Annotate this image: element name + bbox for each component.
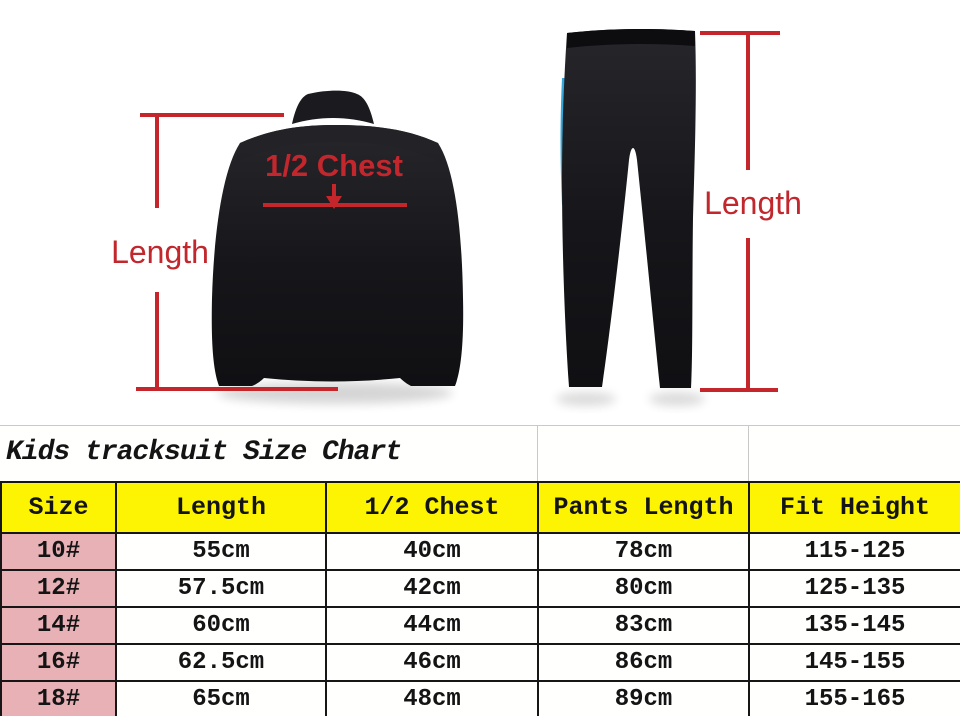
cell-pants-length: 80cm (537, 569, 750, 608)
cell-pants-length: 83cm (537, 606, 750, 645)
garment-graphics (136, 28, 780, 406)
cell-fit-height: 115-125 (748, 532, 960, 571)
cell-length: 62.5cm (115, 643, 327, 682)
cell-length: 65cm (115, 680, 327, 716)
pants-body (562, 28, 696, 388)
header-fit-height: Fit Height (748, 481, 960, 534)
table-row: 12# 57.5cm 42cm 80cm 125-135 (0, 569, 960, 608)
cell-half-chest: 44cm (325, 606, 539, 645)
cell-pants-length: 78cm (537, 532, 750, 571)
pants-measure-lines (700, 31, 780, 392)
cell-length: 57.5cm (115, 569, 327, 608)
header-size: Size (0, 481, 117, 534)
cell-half-chest: 46cm (325, 643, 539, 682)
cell-pants-length: 89cm (537, 680, 750, 716)
size-chart-table: Size Length 1/2 Chest Pants Length Fit H… (0, 481, 960, 716)
chest-arrow-head (326, 196, 342, 209)
cell-length: 55cm (115, 532, 327, 571)
product-photo-area: Length 1/2 Chest Length (111, 28, 802, 406)
cell-size: 10# (0, 532, 117, 571)
cell-size: 12# (0, 569, 117, 608)
jacket-measure-lines (136, 113, 407, 391)
cell-half-chest: 42cm (325, 569, 539, 608)
title-spacer-cell (537, 426, 748, 481)
jacket-image (211, 90, 464, 404)
chart-title-row: Kids tracksuit Size Chart (0, 425, 960, 481)
cell-size: 18# (0, 680, 117, 716)
jacket-body (211, 125, 464, 386)
table-header: Size Length 1/2 Chest Pants Length Fit H… (0, 481, 960, 534)
table-row: 18# 65cm 48cm 89cm 155-165 (0, 680, 960, 716)
header-length: Length (115, 481, 327, 534)
cell-length: 60cm (115, 606, 327, 645)
header-pants-length: Pants Length (537, 481, 750, 534)
jacket-collar (292, 90, 374, 124)
table-row: 10# 55cm 40cm 78cm 115-125 (0, 532, 960, 571)
jacket-length-label: Length (111, 234, 209, 270)
cell-fit-height: 145-155 (748, 643, 960, 682)
cell-pants-length: 86cm (537, 643, 750, 682)
cell-fit-height: 125-135 (748, 569, 960, 608)
pants-length-label: Length (704, 185, 802, 221)
cell-half-chest: 40cm (325, 532, 539, 571)
table-row: 16# 62.5cm 46cm 86cm 145-155 (0, 643, 960, 682)
chart-title: Kids tracksuit Size Chart (6, 437, 402, 468)
cell-half-chest: 48cm (325, 680, 539, 716)
table-row: 14# 60cm 44cm 83cm 135-145 (0, 606, 960, 645)
cell-fit-height: 155-165 (748, 680, 960, 716)
header-half-chest: 1/2 Chest (325, 481, 539, 534)
cell-fit-height: 135-145 (748, 606, 960, 645)
cell-size: 16# (0, 643, 117, 682)
half-chest-label: 1/2 Chest (265, 148, 403, 183)
chart-title-cell: Kids tracksuit Size Chart (0, 426, 537, 481)
cell-size: 14# (0, 606, 117, 645)
pants-image (556, 28, 705, 406)
title-spacer-cell (748, 426, 960, 481)
